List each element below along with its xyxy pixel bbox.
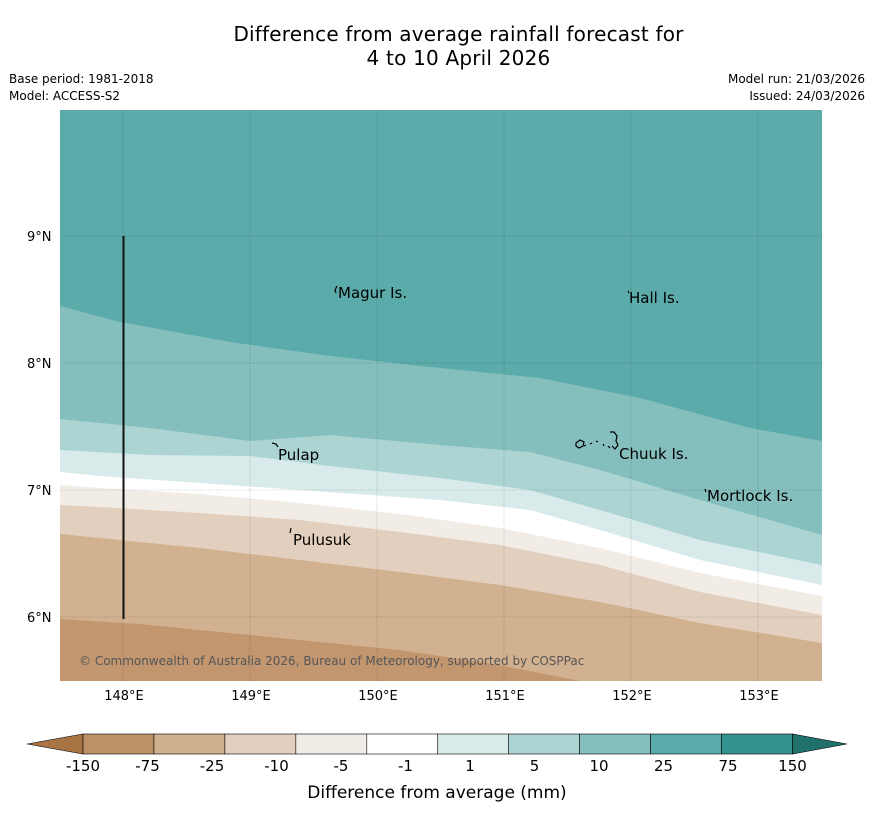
place-label-magur: Magur Is.	[338, 284, 407, 302]
lat-label-7n: 7°N	[27, 484, 52, 499]
colorbar-swatch	[721, 733, 793, 755]
title-line-2: 4 to 10 April 2026	[366, 46, 551, 70]
title-line-1: Difference from average rainfall forecas…	[233, 22, 684, 46]
mortlock-island-shape	[704, 488, 707, 493]
colorbar-title: Difference from average (mm)	[307, 783, 566, 803]
cb-tick-5: 5	[530, 757, 540, 775]
cb-tick-1: 1	[465, 757, 475, 775]
place-label-hall: Hall Is.	[629, 289, 680, 307]
model-run: Model run: 21/03/2026	[727, 72, 865, 86]
lat-label-6n: 6°N	[27, 611, 52, 626]
colorbar-swatch	[650, 733, 722, 755]
lon-label-150e: 150°E	[358, 689, 398, 704]
place-label-pulusuk: Pulusuk	[293, 531, 351, 549]
chuuk-lagoon-shape	[575, 431, 619, 450]
colorbar-extend-high	[792, 733, 848, 755]
cb-tick-10: 10	[589, 757, 608, 775]
lon-label-152e: 152°E	[612, 689, 652, 704]
place-label-pulap: Pulap	[278, 446, 319, 464]
chart-title: Difference from average rainfall forecas…	[0, 22, 873, 70]
place-label-chuuk: Chuuk Is.	[619, 445, 688, 463]
colorbar-swatch	[295, 733, 368, 755]
colorbar: -150 -75 -25 -10 -5 -1 1 5 10 25 75 150 …	[26, 733, 848, 803]
cb-tick-minus-5: -5	[334, 757, 349, 775]
colorbar-swatch	[366, 733, 439, 755]
lon-label-149e: 149°E	[231, 689, 271, 704]
rainfall-contours	[60, 110, 822, 681]
lon-label-151e: 151°E	[485, 689, 525, 704]
hall-island-shape	[627, 290, 630, 294]
cb-tick-150: 150	[778, 757, 807, 775]
base-period: Base period: 1981-2018	[9, 72, 154, 86]
colorbar-ticks: -150 -75 -25 -10 -5 -1 1 5 10 25 75 150	[66, 757, 807, 775]
magur-island-shape	[334, 285, 338, 294]
colorbar-swatch	[153, 733, 226, 755]
copyright-notice: © Commonwealth of Australia 2026, Bureau…	[79, 654, 584, 668]
colorbar-swatch	[437, 733, 509, 755]
colorbar-extend-low	[26, 733, 84, 755]
meta-left: Base period: 1981-2018 Model: ACCESS-S2	[9, 71, 154, 105]
colorbar-swatches	[26, 733, 848, 755]
place-labels: Magur Is. Hall Is. Pulap Chuuk Is. Mortl…	[278, 284, 793, 549]
pulusuk-island-shape	[289, 527, 292, 534]
colorbar-swatch	[224, 733, 297, 755]
colorbar-swatch	[508, 733, 580, 755]
colorbar-swatch	[579, 733, 651, 755]
lon-label-153e: 153°E	[739, 689, 779, 704]
cb-tick-minus-1: -1	[398, 757, 413, 775]
graticule	[60, 110, 822, 681]
colorbar-swatch	[82, 733, 155, 755]
latitude-labels: 9°N 8°N 7°N 6°N	[27, 230, 52, 626]
cb-tick-minus-75: -75	[135, 757, 160, 775]
cb-tick-75: 75	[718, 757, 737, 775]
pulap-island-shape	[271, 442, 279, 448]
place-label-mortlock: Mortlock Is.	[707, 487, 793, 505]
longitude-labels: 148°E 149°E 150°E 151°E 152°E 153°E	[104, 689, 779, 704]
lat-label-9n: 9°N	[27, 230, 52, 245]
band-25-to-75	[60, 110, 822, 441]
cb-tick-minus-25: -25	[200, 757, 225, 775]
cb-tick-minus-10: -10	[264, 757, 289, 775]
meta-right: Model run: 21/03/2026 Issued: 24/03/2026	[728, 71, 865, 105]
cb-tick-minus-150: -150	[66, 757, 100, 775]
cb-tick-25: 25	[654, 757, 673, 775]
lat-label-8n: 8°N	[27, 357, 52, 372]
lon-label-148e: 148°E	[104, 689, 144, 704]
model-name: Model: ACCESS-S2	[9, 89, 121, 103]
issued-date: Issued: 24/03/2026	[749, 89, 865, 103]
island-outlines	[271, 285, 707, 534]
